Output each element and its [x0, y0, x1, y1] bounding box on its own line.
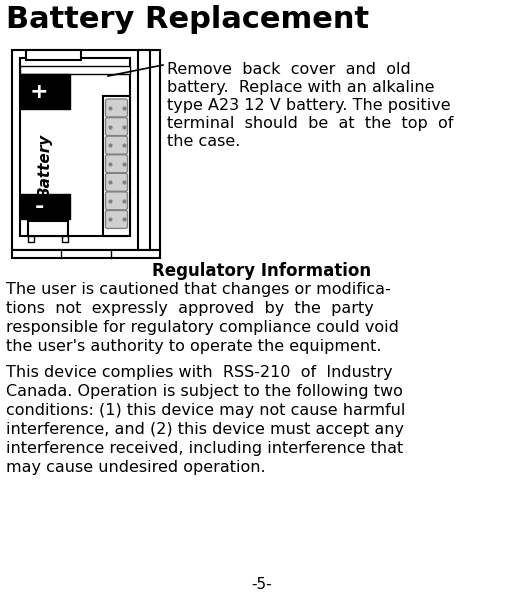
- Text: -5-: -5-: [251, 577, 272, 592]
- Text: -: -: [35, 197, 44, 216]
- Text: interference received, including interference that: interference received, including interfe…: [6, 441, 403, 456]
- Bar: [12, 250, 160, 258]
- Text: may cause undesired operation.: may cause undesired operation.: [6, 460, 266, 475]
- Text: Remove  back  cover  and  old: Remove back cover and old: [167, 62, 411, 77]
- FancyBboxPatch shape: [106, 210, 128, 228]
- Bar: [20, 58, 130, 236]
- Bar: [28, 221, 68, 236]
- Text: the case.: the case.: [167, 134, 241, 149]
- Text: Regulatory Information: Regulatory Information: [152, 262, 371, 280]
- Text: This device complies with  RSS-210  of  Industry: This device complies with RSS-210 of Ind…: [6, 365, 393, 380]
- Bar: [28, 236, 34, 242]
- Text: responsible for regulatory compliance could void: responsible for regulatory compliance co…: [6, 320, 399, 335]
- Text: Canada. Operation is subject to the following two: Canada. Operation is subject to the foll…: [6, 384, 403, 399]
- Bar: [26, 50, 81, 60]
- Bar: [20, 66, 130, 74]
- FancyBboxPatch shape: [106, 173, 128, 191]
- Text: tions  not  expressly  approved  by  the  party: tions not expressly approved by the part…: [6, 301, 374, 316]
- Bar: [62, 236, 68, 242]
- Text: interference, and (2) this device must accept any: interference, and (2) this device must a…: [6, 422, 404, 437]
- FancyBboxPatch shape: [106, 154, 128, 172]
- Text: The user is cautioned that changes or modifica-: The user is cautioned that changes or mo…: [6, 282, 391, 297]
- FancyBboxPatch shape: [106, 99, 128, 117]
- Bar: [138, 50, 150, 250]
- Bar: [12, 50, 160, 250]
- Text: Battery Replacement: Battery Replacement: [6, 5, 369, 34]
- Bar: [103, 96, 130, 236]
- Text: +: +: [30, 82, 48, 102]
- Bar: [20, 194, 70, 219]
- Text: type A23 12 V battery. The positive: type A23 12 V battery. The positive: [167, 98, 451, 113]
- FancyBboxPatch shape: [106, 192, 128, 210]
- Bar: [20, 74, 70, 109]
- FancyBboxPatch shape: [106, 118, 128, 136]
- Text: terminal  should  be  at  the  top  of: terminal should be at the top of: [167, 116, 453, 131]
- Text: battery.  Replace with an alkaline: battery. Replace with an alkaline: [167, 80, 435, 95]
- Text: Battery: Battery: [38, 134, 52, 198]
- FancyBboxPatch shape: [106, 136, 128, 154]
- Text: conditions: (1) this device may not cause harmful: conditions: (1) this device may not caus…: [6, 403, 405, 418]
- Text: the user's authority to operate the equipment.: the user's authority to operate the equi…: [6, 339, 381, 354]
